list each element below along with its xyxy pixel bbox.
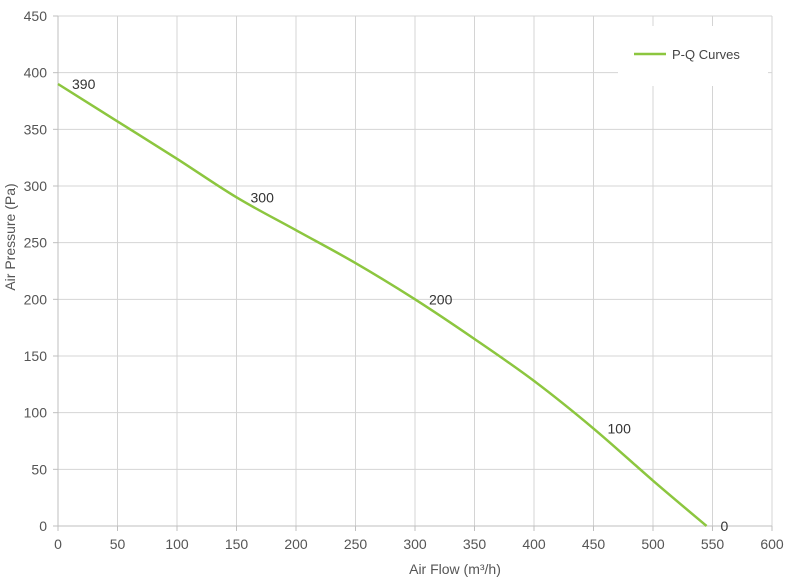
axes — [53, 15, 773, 531]
x-tick-label: 100 — [165, 536, 189, 552]
x-tick-labels: 0 50 100 150 200 250 300 350 400 450 500 550 600 — [54, 536, 784, 552]
x-tick-label: 200 — [284, 536, 308, 552]
x-axis-title: Air Flow (m³/h) — [409, 561, 501, 577]
y-tick-label: 350 — [24, 121, 48, 137]
x-tick-label: 300 — [403, 536, 427, 552]
data-label: 300 — [251, 189, 275, 205]
x-tick-label: 500 — [641, 536, 665, 552]
legend: P-Q Curves — [618, 26, 768, 86]
y-tick-label: 400 — [24, 65, 48, 81]
series-line — [57, 82, 708, 527]
y-axis-title: Air Pressure (Pa) — [2, 183, 18, 290]
grid — [58, 15, 773, 526]
x-tick-label: 400 — [522, 536, 546, 552]
x-tick-label: 50 — [110, 536, 126, 552]
y-tick-label: 450 — [24, 8, 48, 24]
y-tick-label: 250 — [24, 235, 48, 251]
series — [57, 82, 708, 527]
x-tick-label: 550 — [701, 536, 725, 552]
x-tick-label: 350 — [463, 536, 487, 552]
y-tick-label: 100 — [24, 405, 48, 421]
data-label: 0 — [721, 518, 729, 534]
data-label: 200 — [429, 291, 453, 307]
y-tick-label: 300 — [24, 178, 48, 194]
y-tick-label: 50 — [31, 461, 47, 477]
data-label: 100 — [608, 421, 632, 437]
data-label: 390 — [72, 76, 96, 92]
x-tick-label: 250 — [344, 536, 368, 552]
x-tick-label: 600 — [760, 536, 784, 552]
legend-label: P-Q Curves — [672, 47, 740, 62]
y-tick-label: 200 — [24, 291, 48, 307]
data-labels: 390 300 200 100 0 — [72, 76, 729, 534]
y-tick-label: 150 — [24, 348, 48, 364]
y-tick-labels: 0 50 100 150 200 250 300 350 400 450 — [24, 8, 48, 534]
x-tick-label: 450 — [582, 536, 606, 552]
x-tick-label: 150 — [225, 536, 249, 552]
legend-box — [618, 26, 768, 86]
x-tick-label: 0 — [54, 536, 62, 552]
y-tick-label: 0 — [39, 518, 47, 534]
